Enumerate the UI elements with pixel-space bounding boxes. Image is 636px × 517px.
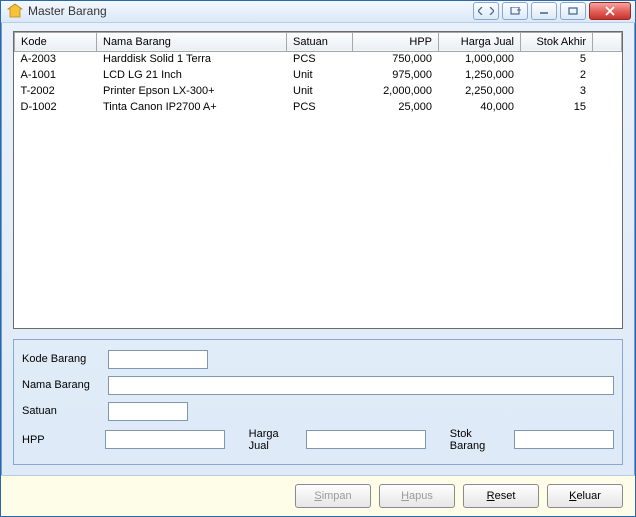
restore-button[interactable] — [502, 2, 528, 20]
minimize-button[interactable] — [531, 2, 557, 20]
maximize-button[interactable] — [560, 2, 586, 20]
input-stok[interactable] — [514, 430, 614, 449]
cell-harga: 2,250,000 — [439, 83, 521, 99]
cell-nama: LCD LG 21 Inch — [97, 67, 287, 83]
cell-stok: 2 — [521, 67, 593, 83]
column-header[interactable]: Satuan — [287, 32, 353, 51]
row-nama: Nama Barang — [22, 376, 614, 395]
reset-button[interactable]: Reset — [463, 484, 539, 508]
label-kode: Kode Barang — [22, 353, 108, 365]
cell-hpp: 750,000 — [353, 51, 439, 67]
label-harga: Harga Jual — [249, 428, 300, 452]
content-area: KodeNama BarangSatuanHPPHarga JualStok A… — [1, 23, 635, 475]
data-grid[interactable]: KodeNama BarangSatuanHPPHarga JualStok A… — [13, 31, 623, 329]
cell-satuan: PCS — [287, 51, 353, 67]
close-button[interactable] — [589, 2, 631, 20]
save-button[interactable]: Simpan — [295, 484, 371, 508]
cell-kode: D-1002 — [15, 99, 97, 115]
table-row[interactable]: D-1002Tinta Canon IP2700 A+PCS25,00040,0… — [15, 99, 622, 115]
cell-satuan: Unit — [287, 67, 353, 83]
column-header[interactable]: Kode — [15, 32, 97, 51]
footer-bar: Simpan Hapus Reset Keluar — [1, 475, 635, 516]
input-kode[interactable] — [108, 350, 208, 369]
items-table: KodeNama BarangSatuanHPPHarga JualStok A… — [14, 32, 622, 116]
exit-button[interactable]: Keluar — [547, 484, 623, 508]
input-satuan[interactable] — [108, 402, 188, 421]
column-header-filler — [593, 32, 622, 51]
cell-stok: 5 — [521, 51, 593, 67]
label-nama: Nama Barang — [22, 379, 108, 391]
label-satuan: Satuan — [22, 405, 108, 417]
table-row[interactable]: A-1001LCD LG 21 InchUnit975,0001,250,000… — [15, 67, 622, 83]
column-header[interactable]: Nama Barang — [97, 32, 287, 51]
table-header-row: KodeNama BarangSatuanHPPHarga JualStok A… — [15, 32, 622, 51]
row-kode: Kode Barang — [22, 350, 614, 369]
titlebar: Master Barang — [1, 1, 635, 23]
prev-next-button[interactable] — [473, 2, 499, 20]
row-satuan: Satuan — [22, 402, 614, 421]
edit-form: Kode Barang Nama Barang Satuan HPP Harga… — [13, 339, 623, 465]
cell-nama: Harddisk Solid 1 Terra — [97, 51, 287, 67]
window-title: Master Barang — [28, 4, 473, 18]
app-window: Master Barang KodeNama BarangSatuanHPP — [0, 0, 636, 517]
input-harga[interactable] — [306, 430, 426, 449]
cell-harga: 1,000,000 — [439, 51, 521, 67]
column-header[interactable]: Stok Akhir — [521, 32, 593, 51]
cell-satuan: Unit — [287, 83, 353, 99]
cell-stok: 15 — [521, 99, 593, 115]
cell-hpp: 975,000 — [353, 67, 439, 83]
delete-button[interactable]: Hapus — [379, 484, 455, 508]
column-header[interactable]: Harga Jual — [439, 32, 521, 51]
label-stok: Stok Barang — [450, 428, 508, 452]
table-row[interactable]: A-2003Harddisk Solid 1 TerraPCS750,0001,… — [15, 51, 622, 67]
cell-harga: 1,250,000 — [439, 67, 521, 83]
cell-nama: Printer Epson LX-300+ — [97, 83, 287, 99]
cell-kode: T-2002 — [15, 83, 97, 99]
app-icon — [7, 3, 23, 19]
cell-nama: Tinta Canon IP2700 A+ — [97, 99, 287, 115]
row-prices: HPP Harga Jual Stok Barang — [22, 428, 614, 452]
cell-hpp: 2,000,000 — [353, 83, 439, 99]
cell-stok: 3 — [521, 83, 593, 99]
cell-harga: 40,000 — [439, 99, 521, 115]
cell-kode: A-1001 — [15, 67, 97, 83]
input-nama[interactable] — [108, 376, 614, 395]
cell-kode: A-2003 — [15, 51, 97, 67]
window-controls — [473, 2, 631, 20]
cell-hpp: 25,000 — [353, 99, 439, 115]
table-row[interactable]: T-2002Printer Epson LX-300+Unit2,000,000… — [15, 83, 622, 99]
cell-satuan: PCS — [287, 99, 353, 115]
column-header[interactable]: HPP — [353, 32, 439, 51]
input-hpp[interactable] — [105, 430, 225, 449]
label-hpp: HPP — [22, 434, 105, 446]
